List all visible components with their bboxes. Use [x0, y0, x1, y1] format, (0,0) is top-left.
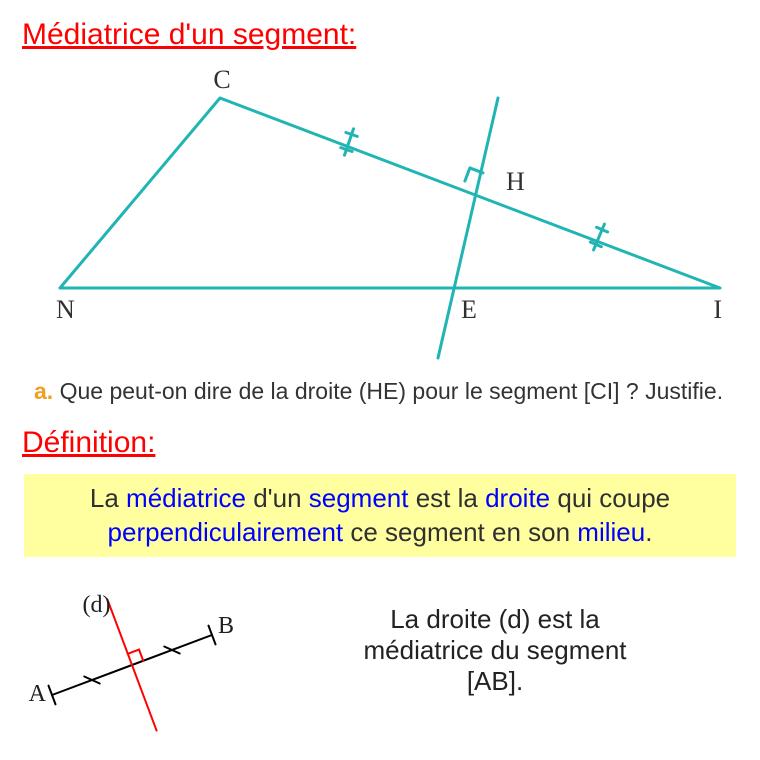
svg-text:E: E: [461, 295, 477, 324]
question-line1: Que peut-on dire de la droite (HE) pour …: [60, 378, 483, 404]
def-keyword-segment: segment: [309, 483, 409, 513]
caption-line: La droite (d) est la: [390, 604, 600, 634]
def-text: d'un: [246, 483, 309, 513]
svg-text:N: N: [56, 295, 75, 324]
def-keyword-perpendiculairement: perpendiculairement: [108, 517, 344, 547]
question-line2: segment [CI] ? Justifie.: [489, 378, 723, 404]
figure-mediatrice-ab: A B (d): [22, 565, 262, 735]
figure-triangle: N C I H E: [30, 58, 730, 373]
definition-heading: Définition:: [22, 426, 738, 460]
svg-text:I: I: [713, 295, 722, 324]
def-keyword-milieu: milieu: [577, 517, 645, 547]
triangle-svg: N C I H E: [30, 58, 740, 368]
bottom-row: A B (d) La droite (d) est la médiatrice du…: [22, 565, 738, 735]
svg-text:A: A: [29, 681, 47, 707]
def-text: La: [90, 483, 126, 513]
figure2-caption: La droite (d) est la médiatrice du segme…: [262, 604, 738, 697]
def-keyword-mediatrice: médiatrice: [126, 483, 246, 513]
def-text: est la: [409, 483, 486, 513]
caption-line: médiatrice du segment: [363, 635, 626, 665]
def-keyword-droite: droite: [485, 483, 550, 513]
question-text: a. Que peut-on dire de la droite (HE) po…: [34, 377, 726, 406]
svg-text:(d): (d): [82, 593, 110, 619]
def-text: qui coupe: [550, 483, 670, 513]
svg-text:H: H: [506, 167, 525, 196]
svg-text:B: B: [218, 613, 234, 639]
question-marker: a.: [34, 378, 53, 404]
svg-text:C: C: [213, 65, 230, 94]
caption-line: [AB].: [467, 666, 523, 696]
definition-box: La médiatrice d'un segment est la droite…: [24, 474, 736, 558]
page-title: Médiatrice d'un segment:: [22, 18, 738, 52]
def-text: .: [645, 517, 652, 547]
def-text: ce segment en son: [343, 517, 577, 547]
